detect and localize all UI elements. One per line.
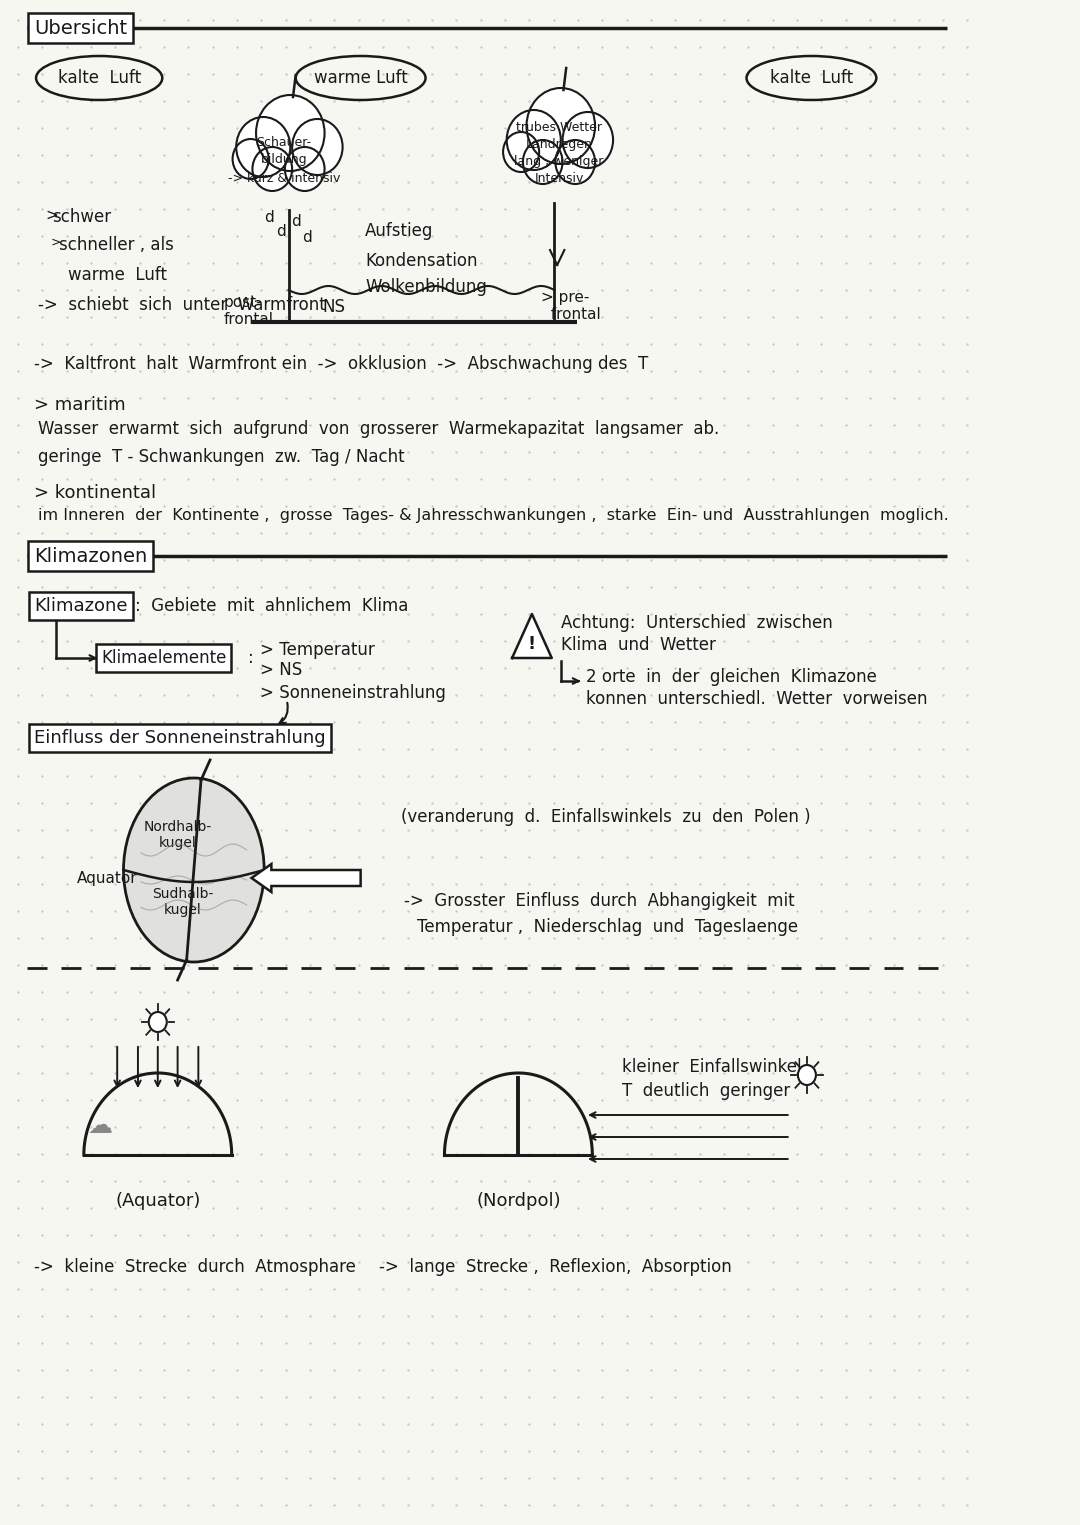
Text: kalte  Luft: kalte Luft bbox=[770, 69, 853, 87]
Circle shape bbox=[563, 111, 613, 168]
Text: konnen  unterschiedl.  Wetter  vorweisen: konnen unterschiedl. Wetter vorweisen bbox=[586, 689, 928, 708]
Text: Temperatur ,  Niederschlag  und  Tageslaenge: Temperatur , Niederschlag und Tageslaeng… bbox=[417, 918, 798, 936]
Text: d: d bbox=[291, 215, 300, 229]
Text: schneller , als: schneller , als bbox=[58, 236, 174, 255]
Circle shape bbox=[503, 133, 539, 172]
Circle shape bbox=[237, 117, 291, 177]
Text: > Sonneneinstrahlung: > Sonneneinstrahlung bbox=[259, 685, 446, 702]
Text: ☁: ☁ bbox=[87, 1113, 112, 1138]
FancyArrow shape bbox=[252, 865, 361, 892]
Text: d: d bbox=[264, 210, 273, 226]
Text: Aquator: Aquator bbox=[77, 871, 137, 886]
Text: im Inneren  der  Kontinente ,  grosse  Tages- & Jahresschwankungen ,  starke  Ei: im Inneren der Kontinente , grosse Tages… bbox=[38, 508, 948, 523]
Text: ->  Grosster  Einfluss  durch  Abhangigkeit  mit: -> Grosster Einfluss durch Abhangigkeit … bbox=[404, 892, 795, 910]
Circle shape bbox=[507, 110, 561, 169]
Text: T  deutlich  geringer: T deutlich geringer bbox=[622, 1083, 791, 1100]
Text: Wolkenbildung: Wolkenbildung bbox=[365, 278, 487, 296]
Text: Klima  und  Wetter: Klima und Wetter bbox=[561, 636, 716, 654]
Text: :  Gebiete  mit  ahnlichem  Klima: : Gebiete mit ahnlichem Klima bbox=[135, 596, 408, 615]
Text: > Temperatur: > Temperatur bbox=[259, 640, 375, 659]
Circle shape bbox=[527, 88, 595, 165]
Text: kleiner  Einfallswinkel: kleiner Einfallswinkel bbox=[622, 1058, 801, 1077]
Text: Ubersicht: Ubersicht bbox=[35, 18, 127, 38]
Text: d: d bbox=[301, 230, 311, 246]
Text: trubes Wetter
Landregen
lang , weniger
Intensiv: trubes Wetter Landregen lang , weniger I… bbox=[514, 120, 604, 185]
Text: Achtung:  Unterschied  zwischen: Achtung: Unterschied zwischen bbox=[561, 615, 833, 631]
Text: 2 orte  in  der  gleichen  Klimazone: 2 orte in der gleichen Klimazone bbox=[586, 668, 877, 686]
Text: NS: NS bbox=[323, 297, 346, 316]
Text: !: ! bbox=[528, 634, 536, 653]
Text: :: : bbox=[248, 650, 254, 666]
Text: Nordhalb-
kugel: Nordhalb- kugel bbox=[144, 820, 212, 849]
Text: ->  lange  Strecke ,  Reflexion,  Absorption: -> lange Strecke , Reflexion, Absorption bbox=[379, 1258, 731, 1276]
Text: Klimazonen: Klimazonen bbox=[35, 546, 148, 566]
Text: (Nordpol): (Nordpol) bbox=[476, 1193, 561, 1209]
Text: >: > bbox=[51, 236, 60, 249]
Text: > maritim: > maritim bbox=[35, 396, 126, 413]
Text: Einfluss der Sonneneinstrahlung: Einfluss der Sonneneinstrahlung bbox=[35, 729, 326, 747]
Circle shape bbox=[555, 140, 595, 185]
Text: >: > bbox=[45, 207, 58, 223]
Text: Klimazone: Klimazone bbox=[35, 596, 127, 615]
Text: (veranderung  d.  Einfallswinkels  zu  den  Polen ): (veranderung d. Einfallswinkels zu den P… bbox=[401, 808, 811, 827]
Text: Aufstieg: Aufstieg bbox=[365, 223, 433, 239]
Text: d: d bbox=[276, 224, 286, 239]
Text: Schauer-
bildung
-> kurz & intensiv: Schauer- bildung -> kurz & intensiv bbox=[228, 136, 340, 185]
Circle shape bbox=[292, 119, 342, 175]
Text: Sonne: Sonne bbox=[271, 869, 323, 888]
Text: post-
frontal: post- frontal bbox=[224, 294, 273, 328]
Polygon shape bbox=[512, 615, 552, 657]
Text: kalte  Luft: kalte Luft bbox=[57, 69, 140, 87]
Text: Kondensation: Kondensation bbox=[365, 252, 477, 270]
Text: ->  Kaltfront  halt  Warmfront ein  ->  okklusion  ->  Abschwachung des  T: -> Kaltfront halt Warmfront ein -> okklu… bbox=[35, 355, 648, 374]
Circle shape bbox=[253, 146, 292, 191]
Text: > NS: > NS bbox=[259, 660, 302, 679]
Text: warme Luft: warme Luft bbox=[314, 69, 407, 87]
Circle shape bbox=[256, 95, 325, 171]
Text: Wasser  erwarmt  sich  aufgrund  von  grosserer  Warmekapazitat  langsamer  ab.: Wasser erwarmt sich aufgrund von grosser… bbox=[38, 419, 719, 438]
Text: > pre-
  frontal: > pre- frontal bbox=[541, 290, 600, 322]
Text: Klimaelemente: Klimaelemente bbox=[100, 650, 227, 666]
Text: > kontinental: > kontinental bbox=[35, 483, 157, 502]
Text: (Aquator): (Aquator) bbox=[116, 1193, 201, 1209]
Circle shape bbox=[232, 139, 269, 178]
Text: geringe  T - Schwankungen  zw.  Tag / Nacht: geringe T - Schwankungen zw. Tag / Nacht bbox=[38, 448, 405, 467]
Text: ->  schiebt  sich  unter  Warmfront: -> schiebt sich unter Warmfront bbox=[38, 296, 325, 314]
Circle shape bbox=[285, 146, 325, 191]
Text: ->  kleine  Strecke  durch  Atmosphare: -> kleine Strecke durch Atmosphare bbox=[35, 1258, 356, 1276]
Text: schwer: schwer bbox=[52, 207, 111, 226]
Circle shape bbox=[798, 1064, 815, 1084]
Circle shape bbox=[149, 1013, 166, 1032]
Ellipse shape bbox=[123, 778, 265, 962]
Circle shape bbox=[523, 140, 563, 185]
Text: Sudhalb-
kugel: Sudhalb- kugel bbox=[152, 888, 214, 917]
Text: warme  Luft: warme Luft bbox=[68, 265, 166, 284]
